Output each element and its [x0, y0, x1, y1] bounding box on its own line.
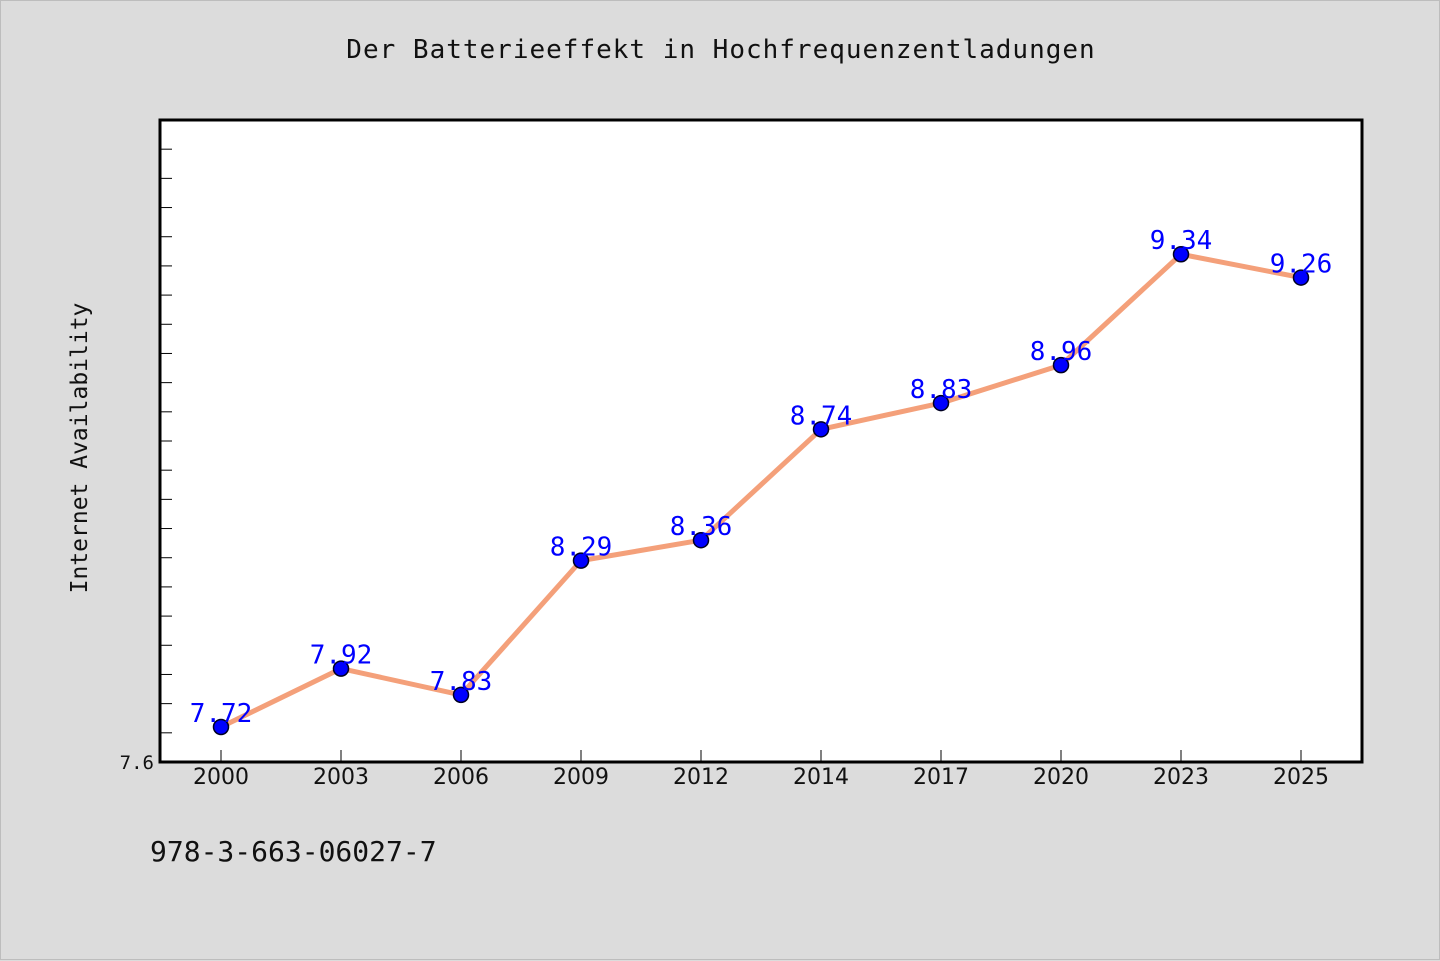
data-point: [932, 394, 950, 412]
data-point: [572, 552, 590, 569]
x-tick-label: 2006: [433, 765, 489, 790]
x-tick-label: 2014: [793, 765, 849, 790]
data-label: 8.83: [910, 375, 973, 405]
plot-area: [158, 118, 1364, 764]
x-tick-label: 2000: [193, 765, 249, 790]
data-label: 9.34: [1150, 226, 1213, 256]
data-point: [452, 686, 470, 704]
data-label: 7.72: [190, 699, 253, 729]
x-tick-label: 2003: [313, 765, 369, 790]
data-label: 8.36: [670, 512, 733, 542]
data-label: 7.83: [430, 667, 493, 697]
x-tick-label: 2023: [1153, 765, 1209, 790]
data-label: 8.96: [1030, 337, 1093, 367]
data-label: 7.92: [310, 641, 373, 671]
x-tick-label: 2012: [673, 765, 729, 790]
data-point: [212, 718, 230, 736]
data-point: [1292, 269, 1310, 286]
footer-code: 978-3-663-06027-7: [150, 835, 437, 868]
data-point: [1052, 356, 1070, 374]
data-point: [1172, 245, 1190, 263]
chart-title: Der Batterieeffekt in Hochfrequenzentlad…: [346, 35, 1096, 65]
data-point: [332, 660, 350, 677]
x-axis-ticks: 2000 2003 2006 2009 2012 2014 2017 2020 2023 2025: [193, 750, 1329, 790]
x-tick-label: 2017: [913, 765, 969, 790]
y-axis-ticks: 7.6: [120, 119, 172, 774]
data-label: 9.26: [1270, 250, 1333, 280]
y-tick-label: 7.6: [120, 752, 154, 774]
x-tick-label: 2025: [1273, 765, 1329, 790]
data-label: 8.74: [790, 401, 853, 431]
data-points: [212, 245, 1310, 736]
data-labels: 7.72 7.92 7.83 8.29 8.36 8.74 8.83 8.96 9.34 9.26: [190, 226, 1333, 729]
data-label: 8.29: [550, 533, 613, 563]
x-tick-label: 2020: [1033, 765, 1089, 790]
data-point: [812, 421, 830, 438]
series-line: [218, 251, 1304, 730]
y-axis-label: Internet Availability: [67, 303, 93, 594]
data-point: [692, 531, 710, 549]
x-tick-label: 2009: [553, 765, 609, 790]
